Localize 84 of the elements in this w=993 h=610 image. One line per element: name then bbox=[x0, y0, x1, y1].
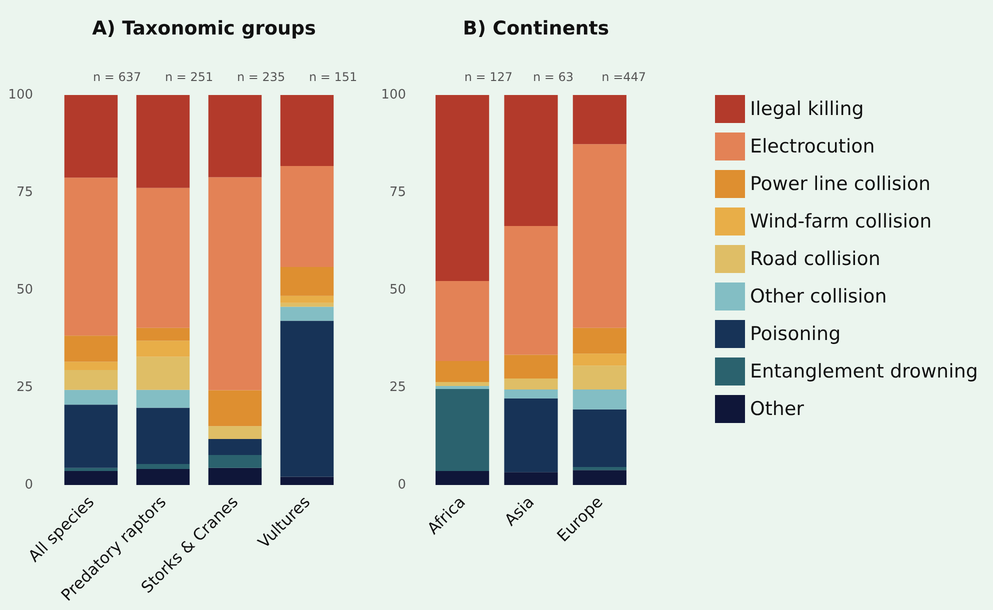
bar bbox=[136, 95, 190, 188]
bar bbox=[504, 472, 558, 485]
chart-title: B) Continents bbox=[462, 18, 610, 40]
bar bbox=[64, 95, 118, 178]
annotation: n = 63 bbox=[533, 70, 574, 84]
bar bbox=[436, 386, 490, 390]
annotation: n = 637 bbox=[92, 70, 142, 84]
bar bbox=[280, 302, 334, 307]
y-tick-label: 0 bbox=[398, 478, 406, 492]
annotation: n = 151 bbox=[308, 70, 358, 84]
bar bbox=[208, 390, 262, 426]
y-tick-label: 100 bbox=[381, 88, 406, 102]
legend-label: Ilegal killing bbox=[750, 98, 864, 120]
bar bbox=[64, 178, 118, 336]
bar bbox=[504, 95, 558, 226]
bar bbox=[208, 454, 262, 468]
bar bbox=[436, 360, 490, 382]
bar bbox=[504, 226, 558, 355]
y-tick-label: 0 bbox=[24, 478, 33, 492]
bar bbox=[136, 356, 190, 390]
bar bbox=[504, 378, 558, 390]
bar bbox=[64, 390, 118, 405]
chart-title: A) Taxonomic groups bbox=[92, 18, 316, 40]
bar bbox=[280, 306, 334, 321]
bar bbox=[136, 469, 190, 485]
bar bbox=[572, 470, 626, 485]
y-tick-label: 75 bbox=[16, 185, 33, 200]
annotation: n = 251 bbox=[164, 70, 214, 84]
y-tick-label: 100 bbox=[8, 88, 33, 102]
bar bbox=[136, 408, 190, 464]
bar bbox=[436, 95, 490, 282]
bar bbox=[572, 144, 626, 328]
bar bbox=[436, 382, 490, 386]
legend-label: Other bbox=[750, 398, 804, 420]
bar bbox=[280, 95, 334, 166]
bar bbox=[136, 464, 190, 470]
legend-label: Entanglement drowning bbox=[750, 360, 978, 382]
bar bbox=[572, 389, 626, 410]
bar bbox=[208, 426, 262, 439]
legend-label: Wind-farm collision bbox=[750, 210, 932, 232]
annotation: n =447 bbox=[602, 70, 646, 84]
legend-label: Road collision bbox=[750, 248, 880, 270]
legend-label: Poisoning bbox=[750, 323, 841, 345]
bar bbox=[504, 389, 558, 398]
annotation: n = 235 bbox=[236, 70, 286, 84]
bar bbox=[572, 467, 626, 470]
legend-label: Other collision bbox=[750, 286, 887, 308]
bar bbox=[572, 354, 626, 366]
bar bbox=[280, 166, 334, 267]
bar bbox=[280, 296, 334, 303]
bar bbox=[64, 370, 118, 390]
legend-label: Electrocution bbox=[750, 136, 875, 158]
bar bbox=[208, 95, 262, 178]
bar bbox=[136, 340, 190, 357]
bar bbox=[572, 409, 626, 468]
bar bbox=[280, 320, 334, 477]
bar bbox=[572, 366, 626, 390]
annotation: n = 127 bbox=[464, 70, 513, 84]
bar bbox=[280, 266, 334, 296]
y-tick-label: 50 bbox=[389, 282, 406, 298]
bar bbox=[64, 362, 118, 370]
bar bbox=[280, 476, 334, 485]
bar bbox=[136, 188, 190, 328]
bar bbox=[572, 328, 626, 354]
bar bbox=[64, 336, 118, 362]
bar bbox=[208, 468, 262, 485]
bar bbox=[504, 398, 558, 472]
bar bbox=[504, 354, 558, 379]
bar bbox=[208, 438, 262, 455]
bar bbox=[64, 468, 118, 471]
bar bbox=[208, 177, 262, 390]
bar bbox=[572, 95, 626, 144]
y-tick-label: 25 bbox=[16, 380, 33, 395]
y-tick-label: 25 bbox=[389, 380, 406, 395]
bar bbox=[64, 470, 118, 485]
y-tick-label: 75 bbox=[389, 185, 406, 200]
bar bbox=[136, 390, 190, 408]
y-tick-label: 50 bbox=[16, 282, 33, 298]
bar bbox=[136, 328, 190, 341]
bar bbox=[436, 470, 490, 485]
bar bbox=[436, 281, 490, 361]
legend-label: Power line collision bbox=[750, 173, 931, 195]
bar bbox=[436, 389, 490, 471]
bar bbox=[64, 404, 118, 468]
